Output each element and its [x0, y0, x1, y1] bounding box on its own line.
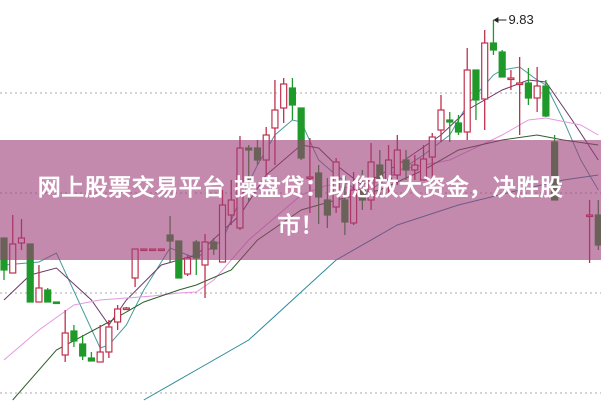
candle: [437, 95, 445, 142]
candle: [481, 30, 489, 130]
candle: [498, 50, 506, 78]
candle: [52, 301, 61, 305]
candle-body: [96, 351, 104, 363]
candle-body: [288, 87, 297, 106]
candle-body: [183, 257, 192, 275]
candle-body: [437, 109, 445, 131]
candle-body: [454, 122, 463, 133]
candle: [533, 67, 541, 112]
candle: [507, 70, 515, 90]
candle: [288, 78, 297, 120]
candle-body: [35, 287, 43, 303]
candle-body: [472, 69, 480, 101]
max-annotation: 9.83: [493, 12, 534, 27]
candle-body: [44, 289, 52, 303]
candle: [44, 288, 52, 303]
candle-body: [87, 357, 96, 362]
candle-body: [489, 42, 498, 51]
candle: [454, 115, 463, 135]
candle-body: [70, 330, 78, 342]
promo-banner: 网上股票交易平台 操盘贷：助您放大资金，决胜股 市！: [0, 140, 601, 260]
candle-body: [463, 69, 471, 133]
banner-text-line1: 网上股票交易平台 操盘贷：助您放大资金，决胜股: [37, 175, 564, 201]
candle: [524, 68, 533, 105]
candle-body: [533, 85, 541, 99]
candle: [463, 48, 471, 140]
candle-body: [271, 109, 279, 129]
candle-body: [52, 301, 61, 305]
candle-body: [122, 307, 130, 311]
candle-body: [61, 332, 69, 356]
candle: [280, 78, 288, 123]
candle: [542, 80, 550, 117]
candle-body: [114, 308, 122, 323]
candle-body: [280, 83, 288, 109]
banner-text-line2: 市！: [277, 213, 324, 239]
candle: [70, 325, 78, 347]
candle-body: [542, 85, 550, 117]
candle-body: [507, 77, 515, 81]
candle: [472, 69, 480, 120]
arrow-left-icon: [493, 17, 499, 23]
candle: [61, 310, 69, 362]
candle: [105, 320, 113, 358]
candle-body: [524, 82, 533, 99]
candle: [35, 265, 43, 303]
candle: [79, 335, 87, 360]
candle: [489, 20, 498, 55]
candle-body: [105, 326, 113, 353]
candle: [446, 112, 454, 142]
candle-body: [498, 51, 506, 78]
candle: [122, 307, 130, 311]
candle-body: [79, 343, 87, 357]
candle: [96, 325, 104, 363]
moving-average-line: [3, 66, 599, 349]
candle: [114, 305, 122, 330]
candle: [516, 57, 524, 135]
candle-body: [516, 82, 524, 86]
candle: [87, 352, 96, 362]
candle-body: [481, 42, 489, 100]
candle-body: [446, 119, 454, 123]
max-price-label: 9.83: [508, 12, 533, 27]
